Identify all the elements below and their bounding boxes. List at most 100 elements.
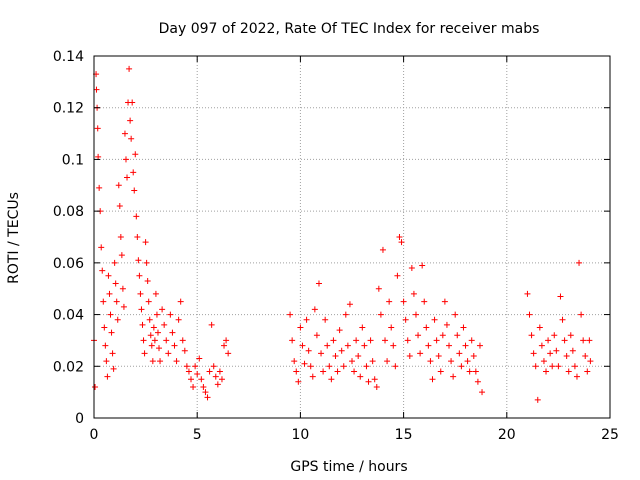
data-point xyxy=(212,373,219,380)
data-point xyxy=(555,363,562,370)
data-point xyxy=(386,298,393,305)
data-point xyxy=(576,259,583,266)
data-point xyxy=(437,368,444,375)
data-point xyxy=(377,311,384,318)
data-point xyxy=(216,368,223,375)
data-point xyxy=(538,342,545,349)
data-point xyxy=(163,337,170,344)
data-point xyxy=(140,337,147,344)
data-point xyxy=(108,329,115,336)
y-tick-label: 0.08 xyxy=(53,204,84,220)
data-point xyxy=(225,350,232,357)
data-point xyxy=(454,332,461,339)
data-point xyxy=(150,324,157,331)
data-point xyxy=(299,342,306,349)
data-point xyxy=(202,389,209,396)
data-point xyxy=(293,368,300,375)
data-point xyxy=(106,290,113,297)
data-point xyxy=(119,285,126,292)
data-point xyxy=(452,311,459,318)
data-point xyxy=(94,125,101,132)
data-point xyxy=(171,342,178,349)
data-point xyxy=(221,342,228,349)
data-point xyxy=(124,174,131,181)
data-point xyxy=(198,376,205,383)
data-point xyxy=(92,383,99,390)
data-point xyxy=(439,332,446,339)
data-point xyxy=(342,311,349,318)
y-tick-label: 0.04 xyxy=(53,308,84,324)
data-point xyxy=(153,311,160,318)
data-point xyxy=(105,272,112,279)
data-point xyxy=(96,184,103,191)
data-point xyxy=(431,316,438,323)
data-point xyxy=(131,187,138,194)
data-point xyxy=(526,311,533,318)
data-point xyxy=(324,342,331,349)
data-point xyxy=(206,368,213,375)
data-point xyxy=(157,358,164,365)
data-point xyxy=(129,99,136,106)
data-point xyxy=(102,342,109,349)
data-point xyxy=(103,358,110,365)
data-point xyxy=(204,394,211,401)
data-point xyxy=(400,298,407,305)
data-point xyxy=(208,321,215,328)
data-point xyxy=(450,373,457,380)
data-point xyxy=(476,342,483,349)
data-point xyxy=(141,350,148,357)
data-point xyxy=(169,329,176,336)
grid xyxy=(94,56,610,418)
data-point xyxy=(145,298,152,305)
data-point xyxy=(367,337,374,344)
data-point xyxy=(382,337,389,344)
data-point xyxy=(557,293,564,300)
data-point xyxy=(363,363,370,370)
data-point xyxy=(559,316,566,323)
data-point xyxy=(474,378,481,385)
data-point xyxy=(305,347,312,354)
x-axis-ticks: 0 5 10 15 20 25 xyxy=(90,56,619,443)
data-point xyxy=(137,290,144,297)
data-point xyxy=(144,277,151,284)
data-point xyxy=(532,363,539,370)
data-point xyxy=(408,265,415,272)
data-point xyxy=(309,373,316,380)
data-point xyxy=(116,202,123,209)
data-point xyxy=(167,311,174,318)
data-point xyxy=(142,239,149,246)
data-point xyxy=(551,332,558,339)
data-point xyxy=(214,381,221,388)
data-point xyxy=(375,285,382,292)
data-point xyxy=(112,280,119,287)
data-point xyxy=(540,358,547,365)
data-point xyxy=(390,342,397,349)
data-point xyxy=(549,363,556,370)
data-point xyxy=(441,298,448,305)
data-point xyxy=(569,347,576,354)
data-point xyxy=(423,324,430,331)
y-tick-label: 0.1 xyxy=(62,152,84,168)
data-point xyxy=(190,383,197,390)
x-tick-label: 25 xyxy=(601,427,619,443)
plot-frame xyxy=(93,55,611,419)
data-point xyxy=(322,316,329,323)
data-point xyxy=(429,376,436,383)
data-point xyxy=(443,321,450,328)
data-point xyxy=(100,298,107,305)
data-point xyxy=(419,262,426,269)
data-point xyxy=(287,311,294,318)
data-point xyxy=(435,352,442,359)
data-point xyxy=(122,156,129,163)
data-point xyxy=(179,337,186,344)
y-tick-label: 0 xyxy=(75,411,84,427)
data-point xyxy=(543,368,550,375)
data-point xyxy=(406,352,413,359)
data-point xyxy=(427,358,434,365)
y-tick-label: 0.12 xyxy=(53,101,84,117)
data-point xyxy=(181,347,188,354)
data-point xyxy=(95,153,102,160)
data-point xyxy=(146,316,153,323)
